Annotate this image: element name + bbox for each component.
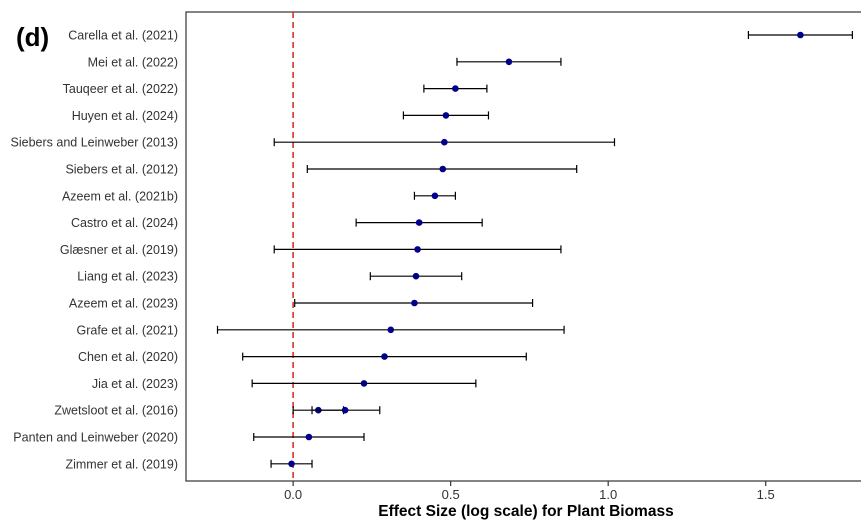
study-label: Jia et al. (2023) <box>92 377 178 391</box>
study-label: Glæsner et al. (2019) <box>60 243 178 257</box>
study-label: Siebers et al. (2012) <box>65 163 178 177</box>
effect-point <box>797 31 804 39</box>
plot-frame <box>185 11 861 482</box>
effect-point <box>414 246 421 253</box>
error-bar <box>242 352 527 361</box>
effect-point <box>441 138 448 146</box>
study-label: Castro et al. (2024) <box>71 216 178 230</box>
study-label: Liang et al. (2023) <box>77 270 178 284</box>
study-label: Azeem et al. (2021b) <box>62 189 178 203</box>
effect-point <box>341 406 349 414</box>
x-tick-label: 0.0 <box>284 487 302 502</box>
study-label: Carella et al. (2021) <box>68 29 178 43</box>
study-label: Tauqeer et al. (2022) <box>63 82 178 96</box>
error-bar <box>311 406 381 415</box>
effect-point <box>431 192 439 200</box>
effect-point <box>452 85 459 92</box>
effect-point <box>387 326 395 334</box>
effect-point <box>412 272 420 280</box>
study-label: Chen et al. (2020) <box>78 350 178 364</box>
error-bar <box>402 111 490 120</box>
x-axis-title: Effect Size (log scale) for Plant Biomas… <box>378 503 673 520</box>
study-label: Zimmer et al. (2019) <box>65 457 178 471</box>
study-label: Panten and Leinweber (2020) <box>13 431 178 445</box>
effect-point <box>360 380 368 387</box>
study-label: Azeem et al. (2023) <box>69 297 178 311</box>
error-bar <box>294 299 534 307</box>
error-bar <box>413 191 456 200</box>
study-label: Mei et al. (2022) <box>88 55 178 69</box>
effect-point <box>439 165 447 173</box>
error-bar <box>273 138 616 147</box>
effect-point <box>381 353 388 360</box>
x-tick-label: 1.5 <box>757 487 775 502</box>
error-bar <box>270 459 313 468</box>
effect-point <box>305 433 313 441</box>
error-bar <box>369 272 463 281</box>
panel-label: (d) <box>16 22 49 52</box>
x-tick-label: 1.0 <box>599 487 617 502</box>
error-bars-layer <box>216 31 853 468</box>
x-tick-label: 0.5 <box>442 487 460 502</box>
effect-point <box>415 219 423 226</box>
x-axis: 0.0 0.5 1.0 1.5 <box>284 481 775 502</box>
study-labels-layer: Carella et al. (2021) Mei et al. (2022) Ta… <box>11 29 178 472</box>
study-label: Huyen et al. (2024) <box>72 109 178 123</box>
error-bar <box>216 325 565 334</box>
effect-point <box>442 112 450 119</box>
error-bar <box>747 31 853 39</box>
error-bar <box>251 379 477 388</box>
error-bar <box>273 245 562 254</box>
error-bar <box>456 57 562 66</box>
error-bar <box>355 218 483 227</box>
error-bar <box>423 84 488 93</box>
study-label: Zwetsloot et al. (2016) <box>54 404 178 418</box>
effect-point <box>505 58 513 66</box>
study-label: Siebers and Leinweber (2013) <box>11 136 178 150</box>
error-bar <box>253 433 365 441</box>
study-label: Grafe et al. (2021) <box>77 323 178 337</box>
effect-point <box>411 299 418 307</box>
error-bar <box>306 165 578 173</box>
effect-point <box>288 460 295 468</box>
